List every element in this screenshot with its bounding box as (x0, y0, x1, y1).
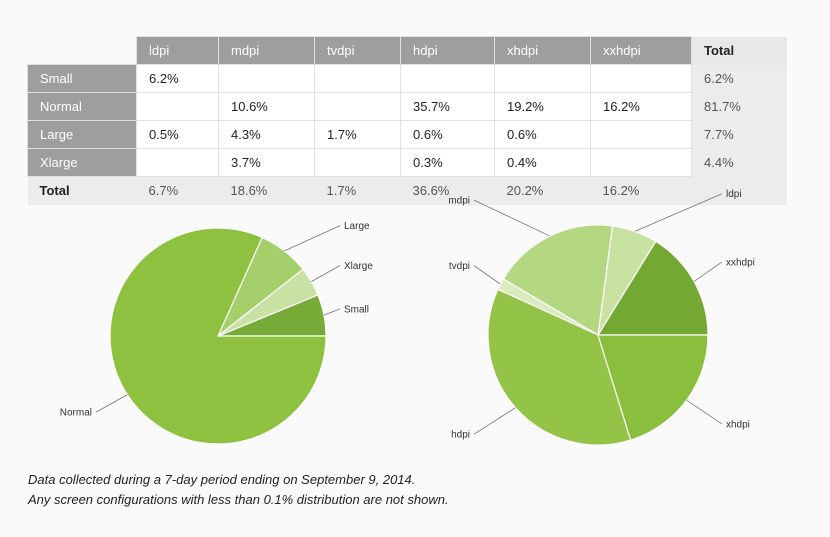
slice-label: Normal (60, 408, 92, 419)
table-row: Normal 10.6% 35.7% 19.2% 16.2% 81.7% (27, 92, 787, 121)
leader-line (95, 394, 128, 413)
row-total: 6.2% (691, 64, 787, 93)
column-total: 36.6% (400, 176, 495, 205)
leader-line (284, 225, 341, 252)
caption-line: Any screen configurations with less than… (28, 492, 449, 507)
table-cell (494, 64, 591, 93)
leader-line (693, 261, 723, 282)
slice-label: Small (344, 304, 369, 315)
table-row: Xlarge 3.7% 0.3% 0.4% 4.4% (27, 148, 787, 177)
leader-line (634, 193, 723, 232)
column-total: 6.7% (136, 176, 219, 205)
slice-label: tvdpi (449, 261, 470, 272)
pie-slice-normal (109, 227, 327, 445)
column-header: xhdpi (494, 36, 591, 65)
table-cell (314, 64, 401, 93)
table-cell (314, 148, 401, 177)
table-cell (136, 148, 219, 177)
slice-label: ldpi (726, 189, 742, 200)
chart-caption: Data collected during a 7-day period end… (28, 470, 449, 510)
leader-line (473, 407, 516, 435)
column-header: ldpi (136, 36, 219, 65)
table-cell: 4.3% (218, 120, 315, 149)
caption-line: Data collected during a 7-day period end… (28, 472, 416, 487)
column-header: xxhdpi (590, 36, 692, 65)
table-row: Small 6.2% 6.2% (27, 64, 787, 93)
leader-line (473, 199, 551, 237)
row-label: Small (27, 64, 137, 93)
table-cell (314, 92, 401, 121)
table-header-row: ldpi mdpi tvdpi hdpi xhdpi xxhdpi Total (28, 36, 787, 65)
row-total: 7.7% (691, 120, 787, 149)
row-total: 4.4% (691, 148, 787, 177)
table-cell: 6.2% (136, 64, 219, 93)
slice-label: xxhdpi (726, 257, 755, 268)
table-cell: 0.4% (494, 148, 591, 177)
screen-density-pie-chart: xxhdpi ldpi mdpi tvdpi hdpi xhdpi (448, 189, 755, 446)
leader-line (311, 265, 341, 282)
column-total: 20.2% (494, 176, 591, 205)
table-cell: 1.7% (314, 120, 401, 149)
screen-size-pie-chart: Small Xlarge Large Normal (60, 221, 373, 445)
column-total: 16.2% (590, 176, 692, 205)
table-cell (590, 120, 692, 149)
corner-cell (28, 37, 137, 65)
slice-label: hdpi (451, 430, 470, 441)
column-header: hdpi (400, 36, 495, 65)
table-cell: 16.2% (590, 92, 692, 121)
total-column-header: Total (691, 36, 787, 65)
table-cell (400, 64, 495, 93)
pie-slice-mdpi (502, 224, 614, 336)
table-cell: 0.5% (136, 120, 219, 149)
table-cell: 10.6% (218, 92, 315, 121)
slice-label: xhdpi (726, 419, 750, 430)
column-header: tvdpi (314, 36, 401, 65)
slice-label: mdpi (448, 196, 470, 207)
table-cell: 0.3% (400, 148, 495, 177)
table-cell: 0.6% (494, 120, 591, 149)
table-cell (590, 64, 692, 93)
table-footer-row: Total 6.7% 18.6% 1.7% 36.6% 20.2% 16.2% (27, 176, 787, 205)
table-cell: 3.7% (218, 148, 315, 177)
table-cell (218, 64, 315, 93)
table-row: Large 0.5% 4.3% 1.7% 0.6% 0.6% 7.7% (27, 120, 787, 149)
row-label: Large (27, 120, 137, 149)
distribution-table: ldpi mdpi tvdpi hdpi xhdpi xxhdpi Total … (27, 36, 787, 205)
column-header: mdpi (218, 36, 315, 65)
table-cell (136, 92, 219, 121)
pie-slice-hdpi (487, 288, 632, 446)
table-cell: 0.6% (400, 120, 495, 149)
row-label: Xlarge (27, 148, 137, 177)
leader-line (686, 399, 723, 425)
table-cell: 19.2% (494, 92, 591, 121)
slice-label: Xlarge (344, 261, 373, 272)
table-cell (590, 148, 692, 177)
table-cell: 35.7% (400, 92, 495, 121)
footer-label: Total (27, 176, 137, 205)
slice-label: Large (344, 221, 370, 232)
leader-line (473, 265, 501, 285)
column-total: 1.7% (314, 176, 401, 205)
row-label: Normal (27, 92, 137, 121)
column-total: 18.6% (218, 176, 315, 205)
leader-line (323, 308, 341, 316)
pie-slice-xxhdpi (596, 240, 709, 336)
row-total: 81.7% (691, 92, 787, 121)
